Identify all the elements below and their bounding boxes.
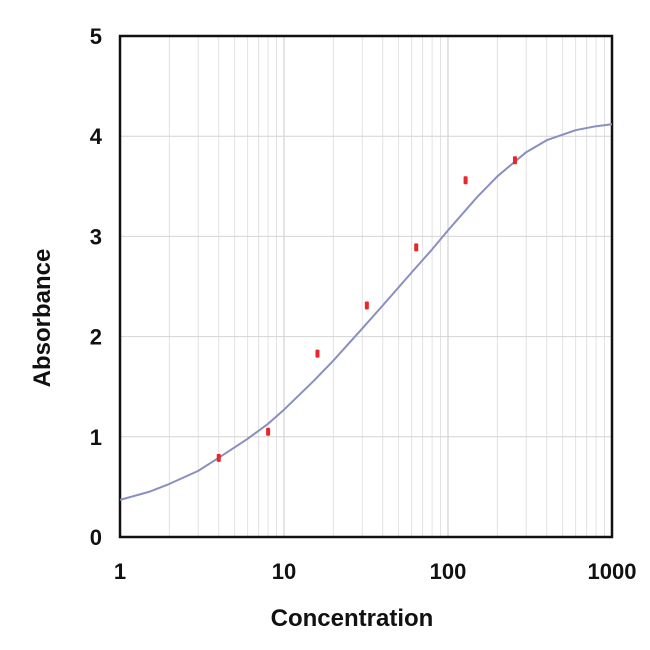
plot-frame xyxy=(118,34,614,539)
y-tick-label: 3 xyxy=(90,224,102,249)
data-point xyxy=(414,243,419,252)
data-point xyxy=(315,349,320,358)
x-tick-label: 100 xyxy=(430,559,467,584)
data-point xyxy=(216,453,221,462)
y-tick-label: 0 xyxy=(90,525,102,550)
data-point xyxy=(463,176,468,185)
fit-curve xyxy=(119,123,613,501)
y-axis-label: Absorbance xyxy=(29,249,56,388)
y-tick-label: 5 xyxy=(90,24,102,49)
data-point xyxy=(364,301,369,310)
y-tick-label: 4 xyxy=(90,124,103,149)
x-tick-label: 1000 xyxy=(588,559,637,584)
x-axis-label: Concentration xyxy=(271,605,434,632)
series xyxy=(119,123,613,501)
y-tick-label: 2 xyxy=(90,325,102,350)
y-tick-label: 1 xyxy=(90,425,102,450)
data-point xyxy=(266,427,271,436)
data-point xyxy=(512,156,517,165)
x-tick-label: 1 xyxy=(114,559,126,584)
gridlines xyxy=(120,36,612,537)
x-tick-label: 10 xyxy=(272,559,296,584)
